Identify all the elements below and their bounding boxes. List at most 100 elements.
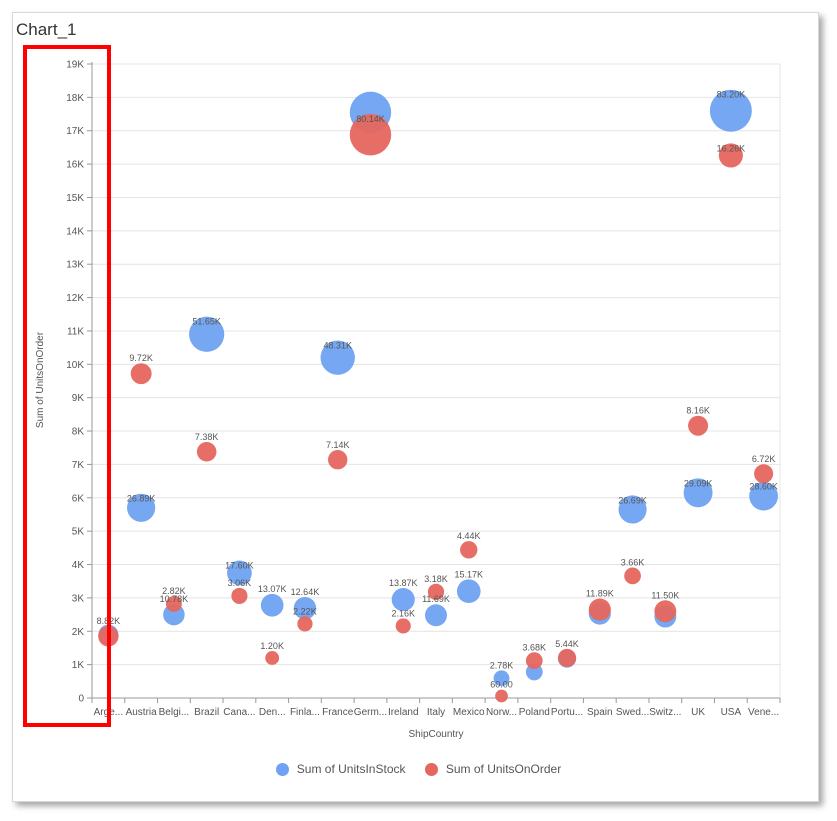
x-tick-label: Austria — [126, 707, 158, 718]
bubble-units-on-order[interactable] — [495, 689, 508, 703]
bubble-units-on-order[interactable] — [588, 598, 611, 621]
y-tick-label: 12K — [66, 293, 84, 304]
legend-item-units-on-order[interactable]: Sum of UnitsOnOrder — [424, 762, 561, 776]
data-label: 11.89K — [586, 589, 614, 599]
y-tick-label: 11K — [67, 326, 84, 337]
data-label: 3.68K — [523, 642, 547, 652]
y-tick-label: 6K — [72, 493, 85, 504]
bubble-units-on-order[interactable] — [688, 415, 709, 436]
data-label: 80.14K — [356, 114, 385, 124]
x-tick-label: Den... — [259, 707, 286, 718]
x-tick-label: Germ... — [354, 707, 387, 718]
data-label: 48.31K — [323, 340, 352, 350]
bubble-units-on-order[interactable] — [328, 450, 348, 470]
bubble-units-in-stock[interactable] — [227, 560, 252, 586]
data-label: 2.22K — [293, 606, 317, 616]
y-axis-title: Sum of UnitsOnOrder — [35, 331, 46, 428]
x-tick-label: UK — [691, 707, 705, 718]
bubble-units-in-stock[interactable] — [709, 89, 752, 132]
y-tick-label: 0 — [78, 694, 84, 705]
data-label: 3.06K — [228, 578, 252, 588]
y-tick-label: 17K — [66, 126, 84, 137]
y-tick-label: 3K — [72, 593, 85, 604]
x-tick-label: Swed... — [616, 707, 649, 718]
data-label: 28.60K — [749, 482, 778, 492]
y-tick-label: 19K — [66, 60, 84, 71]
bubbles — [98, 89, 778, 703]
data-label: 13.07K — [258, 584, 287, 594]
bubble-units-on-order[interactable] — [297, 616, 313, 632]
bubble-units-in-stock[interactable] — [618, 495, 647, 524]
x-tick-label: Norw... — [486, 707, 517, 718]
y-tick-label: 2K — [72, 627, 85, 638]
data-label: 29.09K — [684, 478, 713, 488]
data-label: 7.38K — [195, 432, 219, 442]
bubble-units-on-order[interactable] — [265, 651, 280, 665]
bubble-units-in-stock[interactable] — [189, 316, 225, 352]
data-label: 13.87K — [389, 578, 418, 588]
bubble-units-in-stock[interactable] — [320, 340, 355, 375]
legend: Sum of UnitsInStock Sum of UnitsOnOrder — [0, 762, 837, 779]
chart-title: Chart_1 — [16, 20, 77, 39]
legend-marker-units-in-stock — [275, 762, 289, 776]
y-tick-label: 15K — [66, 193, 84, 204]
data-label: 83.20K — [717, 90, 746, 100]
y-tick-label: 4K — [72, 560, 85, 571]
data-label: 26.69K — [618, 495, 647, 505]
bubble-units-in-stock[interactable] — [683, 478, 713, 508]
y-tick-label: 9K — [72, 393, 85, 404]
y-tick-label: 16K — [66, 160, 84, 171]
data-label: 6.72K — [752, 454, 776, 464]
bubble-units-in-stock[interactable] — [293, 597, 317, 620]
bubble-units-on-order[interactable] — [196, 441, 217, 462]
data-label: 11.69K — [422, 594, 450, 604]
x-tick-label: Vene... — [748, 707, 779, 718]
x-tick-label: Brazil — [194, 707, 219, 718]
legend-marker-units-on-order — [424, 762, 438, 776]
gridlines — [92, 63, 781, 699]
data-labels: 26.89K 10.78K 51.65K 17.60K 13.07K 12.64K 48.3… — [97, 90, 778, 690]
x-tick-label: Finla... — [290, 707, 320, 718]
data-label: 15.17K — [454, 569, 483, 579]
bubble-units-on-order[interactable] — [395, 618, 411, 634]
y-tick-label: 13K — [66, 260, 84, 271]
y-tick-label: 7K — [72, 460, 85, 471]
bubble-units-on-order[interactable] — [557, 648, 577, 668]
bubble-units-in-stock[interactable] — [493, 670, 510, 687]
bubble-units-in-stock[interactable] — [127, 493, 156, 522]
bubble-units-on-order[interactable] — [231, 587, 248, 604]
bubble-units-on-order[interactable] — [654, 600, 677, 623]
x-tick-label: Cana... — [223, 707, 255, 718]
x-tick-label: Spain — [587, 707, 613, 718]
data-label: 2.16K — [391, 608, 415, 618]
bubble-units-in-stock[interactable] — [456, 579, 481, 604]
legend-item-units-in-stock[interactable]: Sum of UnitsInStock — [275, 762, 406, 776]
data-label: 10.78K — [160, 594, 189, 604]
data-label: 9.72K — [129, 353, 153, 363]
bubble-units-in-stock[interactable] — [391, 588, 415, 612]
x-axis-title: ShipCountry — [408, 729, 463, 740]
bubble-units-on-order[interactable] — [130, 363, 152, 385]
y-tick-label: 10K — [66, 360, 84, 371]
data-label: 3.18K — [424, 574, 448, 584]
bubble-units-on-order[interactable] — [718, 143, 743, 168]
data-label: 3.66K — [621, 558, 645, 568]
bubble-units-in-stock[interactable] — [260, 593, 284, 617]
y-tick-label: 18K — [66, 93, 84, 104]
bubble-units-in-stock[interactable] — [749, 481, 778, 511]
bubble-units-on-order[interactable] — [754, 464, 774, 484]
bubble-units-on-order[interactable] — [624, 567, 641, 585]
x-tick-label: Ireland — [388, 707, 419, 718]
legend-label-units-in-stock: Sum of UnitsInStock — [296, 762, 406, 776]
bubble-units-on-order[interactable] — [349, 114, 392, 156]
bubble-units-on-order[interactable] — [165, 595, 182, 612]
highlight-box — [23, 45, 111, 727]
data-label: 8.16K — [686, 406, 710, 416]
data-label: 11.50K — [651, 590, 679, 600]
bubble-units-on-order[interactable] — [460, 541, 478, 559]
bubble-units-in-stock[interactable] — [425, 604, 447, 627]
bubble-units-on-order[interactable] — [427, 583, 445, 601]
bubble-units-on-order[interactable] — [525, 652, 543, 669]
x-tick-label: France — [322, 707, 354, 718]
